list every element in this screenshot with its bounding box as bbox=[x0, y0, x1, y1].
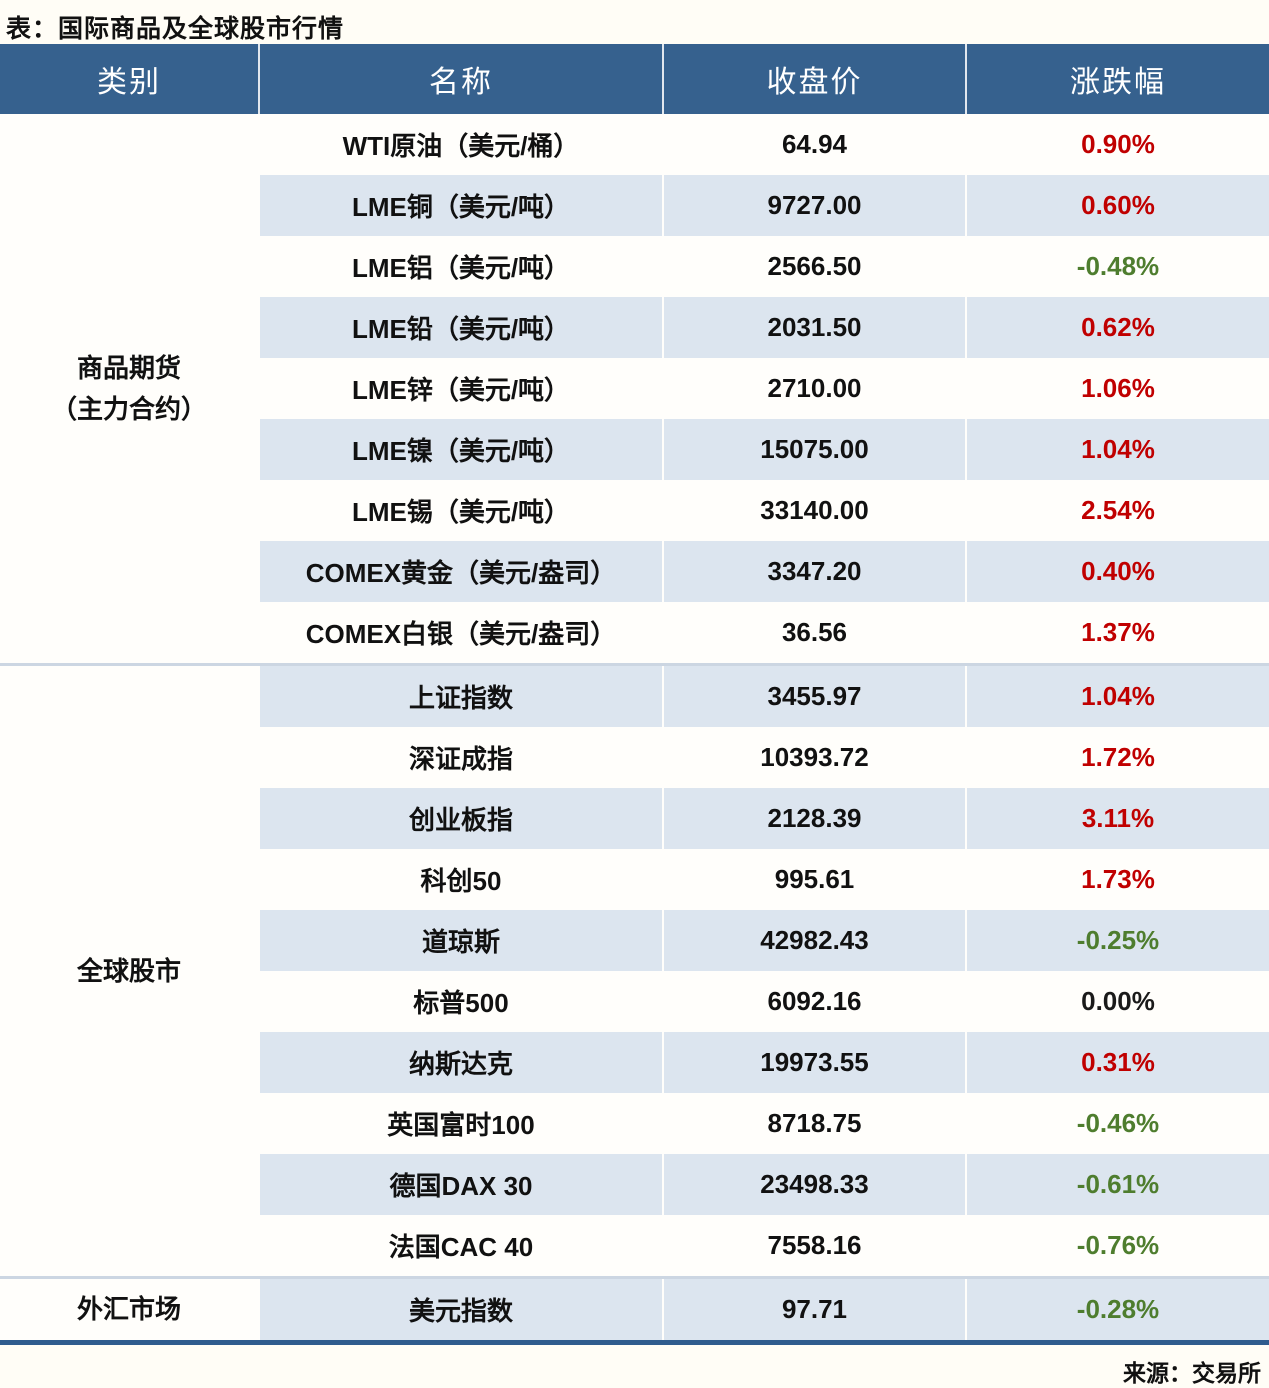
name-cell: 德国DAX 30 bbox=[258, 1154, 662, 1215]
close-cell: 64.94 bbox=[662, 114, 965, 175]
table-section: 外汇市场 美元指数 97.71 -0.28% bbox=[0, 1276, 1269, 1340]
close-cell: 3347.20 bbox=[662, 541, 965, 602]
change-cell: 1.73% bbox=[965, 849, 1269, 910]
table-section: 商品期货 （主力合约） WTI原油（美元/桶） 64.94 0.90% LME铜（美元/吨… bbox=[0, 114, 1269, 663]
close-cell: 2710.00 bbox=[662, 358, 965, 419]
change-cell: 1.04% bbox=[965, 666, 1269, 727]
figure-title: 表：国际商品及全球股市行情 bbox=[6, 15, 345, 43]
close-cell: 42982.43 bbox=[662, 910, 965, 971]
change-cell: 1.37% bbox=[965, 602, 1269, 663]
table-header-row: 类别 名称 收盘价 涨跌幅 bbox=[0, 44, 1269, 114]
change-cell: -0.48% bbox=[965, 236, 1269, 297]
close-cell: 23498.33 bbox=[662, 1154, 965, 1215]
change-cell: 0.40% bbox=[965, 541, 1269, 602]
change-cell: -0.46% bbox=[965, 1093, 1269, 1154]
change-cell: 1.06% bbox=[965, 358, 1269, 419]
category-cell: 全球股市 bbox=[0, 666, 258, 1276]
change-cell: -0.61% bbox=[965, 1154, 1269, 1215]
name-cell: 法国CAC 40 bbox=[258, 1215, 662, 1276]
name-cell: 深证成指 bbox=[258, 727, 662, 788]
change-cell: -0.25% bbox=[965, 910, 1269, 971]
name-cell: LME镍（美元/吨） bbox=[258, 419, 662, 480]
header-cell-close: 收盘价 bbox=[662, 44, 965, 114]
change-cell: 0.62% bbox=[965, 297, 1269, 358]
close-cell: 7558.16 bbox=[662, 1215, 965, 1276]
close-cell: 3455.97 bbox=[662, 666, 965, 727]
change-cell: 0.00% bbox=[965, 971, 1269, 1032]
change-cell: -0.28% bbox=[965, 1279, 1269, 1340]
change-cell: 3.11% bbox=[965, 788, 1269, 849]
name-cell: COMEX白银（美元/盎司） bbox=[258, 602, 662, 663]
close-cell: 8718.75 bbox=[662, 1093, 965, 1154]
close-cell: 995.61 bbox=[662, 849, 965, 910]
market-table: 类别 名称 收盘价 涨跌幅 商品期货 （主力合约） WTI原油（美元/桶） 64.94… bbox=[0, 44, 1269, 1345]
close-cell: 2031.50 bbox=[662, 297, 965, 358]
name-cell: 科创50 bbox=[258, 849, 662, 910]
source-note: 来源：交易所 bbox=[1123, 1360, 1261, 1386]
name-cell: LME铅（美元/吨） bbox=[258, 297, 662, 358]
close-cell: 9727.00 bbox=[662, 175, 965, 236]
name-cell: 英国富时100 bbox=[258, 1093, 662, 1154]
close-cell: 10393.72 bbox=[662, 727, 965, 788]
change-cell: -0.76% bbox=[965, 1215, 1269, 1276]
close-cell: 15075.00 bbox=[662, 419, 965, 480]
name-cell: 美元指数 bbox=[258, 1279, 662, 1340]
change-cell: 1.72% bbox=[965, 727, 1269, 788]
change-cell: 0.90% bbox=[965, 114, 1269, 175]
header-cell-name: 名称 bbox=[258, 44, 662, 114]
close-cell: 2128.39 bbox=[662, 788, 965, 849]
change-cell: 0.31% bbox=[965, 1032, 1269, 1093]
name-cell: 标普500 bbox=[258, 971, 662, 1032]
category-cell: 商品期货 （主力合约） bbox=[0, 114, 258, 663]
close-cell: 97.71 bbox=[662, 1279, 965, 1340]
name-cell: WTI原油（美元/桶） bbox=[258, 114, 662, 175]
name-cell: LME铝（美元/吨） bbox=[258, 236, 662, 297]
table-section: 全球股市 上证指数 3455.97 1.04% 深证成指 10393.72 1.72% 创业板… bbox=[0, 663, 1269, 1276]
category-cell: 外汇市场 bbox=[0, 1279, 258, 1340]
name-cell: LME锌（美元/吨） bbox=[258, 358, 662, 419]
change-cell: 2.54% bbox=[965, 480, 1269, 541]
header-cell-change: 涨跌幅 bbox=[965, 44, 1269, 114]
change-cell: 0.60% bbox=[965, 175, 1269, 236]
change-cell: 1.04% bbox=[965, 419, 1269, 480]
name-cell: 纳斯达克 bbox=[258, 1032, 662, 1093]
name-cell: 创业板指 bbox=[258, 788, 662, 849]
name-cell: 道琼斯 bbox=[258, 910, 662, 971]
close-cell: 36.56 bbox=[662, 602, 965, 663]
name-cell: COMEX黄金（美元/盎司） bbox=[258, 541, 662, 602]
header-cell-category: 类别 bbox=[97, 66, 161, 99]
close-cell: 33140.00 bbox=[662, 480, 965, 541]
close-cell: 6092.16 bbox=[662, 971, 965, 1032]
name-cell: LME铜（美元/吨） bbox=[258, 175, 662, 236]
name-cell: 上证指数 bbox=[258, 666, 662, 727]
close-cell: 19973.55 bbox=[662, 1032, 965, 1093]
table-body: 商品期货 （主力合约） WTI原油（美元/桶） 64.94 0.90% LME铜（美元/吨… bbox=[0, 114, 1269, 1340]
close-cell: 2566.50 bbox=[662, 236, 965, 297]
name-cell: LME锡（美元/吨） bbox=[258, 480, 662, 541]
